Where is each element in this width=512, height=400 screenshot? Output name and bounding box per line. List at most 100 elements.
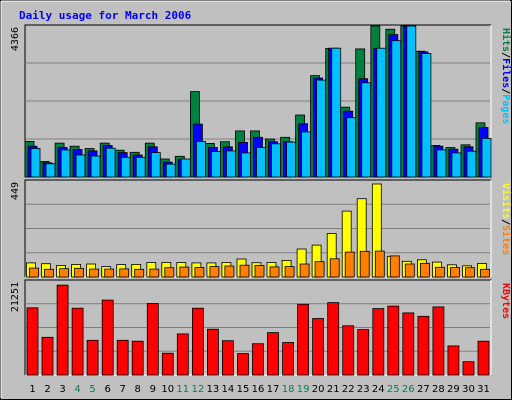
bar-kbytes-day-31 [477,340,490,376]
bar-sites-day-21 [329,258,340,278]
x-tick-label-day-4: 4 [74,384,80,395]
bar-pages-day-5 [90,155,101,178]
bar-sites-day-31 [480,268,490,278]
side-label-pages: Pages [500,94,511,124]
bar-pages-day-26 [406,25,417,178]
bar-pages-day-21 [331,47,342,178]
bar-kbytes-day-15 [237,353,249,376]
bar-sites-day-30 [465,267,475,278]
bar-kbytes-day-6 [101,299,114,376]
bar-sites-day-9 [149,268,160,278]
bar-pages-day-19 [301,131,312,178]
bar-sites-day-16 [254,264,265,278]
bar-sites-day-8 [134,268,145,278]
x-tick-label-day-17: 17 [267,384,280,395]
bar-pages-day-6 [105,147,116,178]
side-label-separator: / [500,88,511,94]
x-tick-label-day-9: 9 [150,384,156,395]
bar-kbytes-day-28 [432,306,445,376]
bar-pages-day-12 [195,140,206,178]
bar-sites-day-3 [59,268,69,278]
panel-hits-files-pages: 4366 Hits/Files/Pages [10,24,512,178]
x-tick-label-day-20: 20 [312,384,325,395]
side-label-separator: / [500,52,511,58]
x-tick-label-day-16: 16 [252,384,265,395]
x-tick-label-day-3: 3 [59,384,65,395]
bar-sites-day-11 [179,266,190,278]
bar-kbytes-day-16 [252,343,264,376]
x-tick-label-day-23: 23 [357,384,370,395]
x-tick-label-day-28: 28 [432,384,445,395]
x-tick-label-day-30: 30 [462,384,475,395]
bar-pages-day-1 [30,148,41,178]
bar-pages-day-24 [376,47,387,178]
bar-kbytes-day-29 [447,345,460,376]
x-tick-label-day-2: 2 [44,384,50,395]
bar-sites-day-12 [194,267,205,278]
bar-pages-day-29 [451,152,462,178]
bar-sites-day-19 [299,263,310,278]
side-label-separator: / [500,219,511,225]
bar-sites-day-13 [209,266,220,278]
bar-pages-day-25 [391,40,402,178]
bar-pages-day-8 [135,156,146,178]
side-label-hits-files-pages: Hits/Files/Pages [500,28,512,124]
x-tick-label-day-24: 24 [372,384,385,395]
bar-kbytes-day-20 [312,318,325,376]
bar-pages-day-18 [286,141,297,178]
bar-kbytes-day-21 [327,302,340,376]
bar-pages-day-23 [361,82,372,178]
side-label-kbytes: KBytes [500,283,511,319]
x-tick-label-day-14: 14 [222,384,235,395]
bar-kbytes-day-13 [206,328,219,376]
bar-pages-day-3 [60,149,71,178]
bar-kbytes-day-30 [462,361,475,376]
panel-kbytes: 21251 KBytes [10,279,511,376]
x-tick-label-day-31: 31 [477,384,490,395]
bar-pages-day-4 [75,154,86,178]
chart-title: Daily usage for March 2006 [19,9,192,22]
x-tick-label-day-13: 13 [207,384,220,395]
x-tick-label-day-29: 29 [447,384,460,395]
bar-sites-day-4 [74,267,84,278]
bar-kbytes-day-25 [387,305,400,376]
bar-sites-day-26 [404,263,415,278]
bar-pages-day-11 [180,158,191,178]
bar-sites-day-22 [344,251,355,278]
y-max-label-kbytes: 21251 [10,282,21,312]
bar-sites-day-18 [284,266,295,278]
bar-kbytes-day-1 [26,307,39,376]
bar-kbytes-day-26 [402,312,415,376]
x-tick-label-day-27: 27 [417,384,430,395]
bar-pages-day-14 [225,150,236,178]
bar-sites-day-20 [314,261,325,278]
bar-pages-day-20 [316,79,327,178]
bar-pages-day-2 [45,163,56,178]
x-tick-label-day-1: 1 [29,384,35,395]
y-max-label-visits-sites: 449 [10,182,21,200]
x-tick-label-day-18: 18 [282,384,295,395]
bar-kbytes-day-8 [131,340,144,376]
side-label-hits: Hits [500,28,512,52]
bar-kbytes-day-7 [116,339,129,376]
bar-sites-day-25 [389,255,400,278]
x-tick-label-day-6: 6 [105,384,111,395]
y-max-label-hits-files-pages: 4366 [10,27,21,51]
x-tick-label-day-7: 7 [120,384,126,395]
bar-pages-day-16 [256,147,266,178]
bar-sites-day-5 [89,268,99,278]
x-tick-label-day-19: 19 [297,384,310,395]
bar-kbytes-day-14 [221,340,234,376]
x-tick-label-day-8: 8 [135,384,141,395]
x-tick-label-day-15: 15 [237,384,250,395]
x-tick-label-day-11: 11 [176,384,189,395]
bar-sites-day-14 [224,265,235,278]
bar-kbytes-day-27 [417,315,430,376]
bar-pages-day-13 [210,151,221,178]
bar-pages-day-15 [241,152,251,178]
bar-sites-day-23 [359,250,370,278]
bar-kbytes-day-18 [282,342,295,376]
x-tick-label-day-22: 22 [342,384,355,395]
bar-kbytes-day-23 [357,329,370,376]
bar-sites-day-29 [449,267,460,278]
